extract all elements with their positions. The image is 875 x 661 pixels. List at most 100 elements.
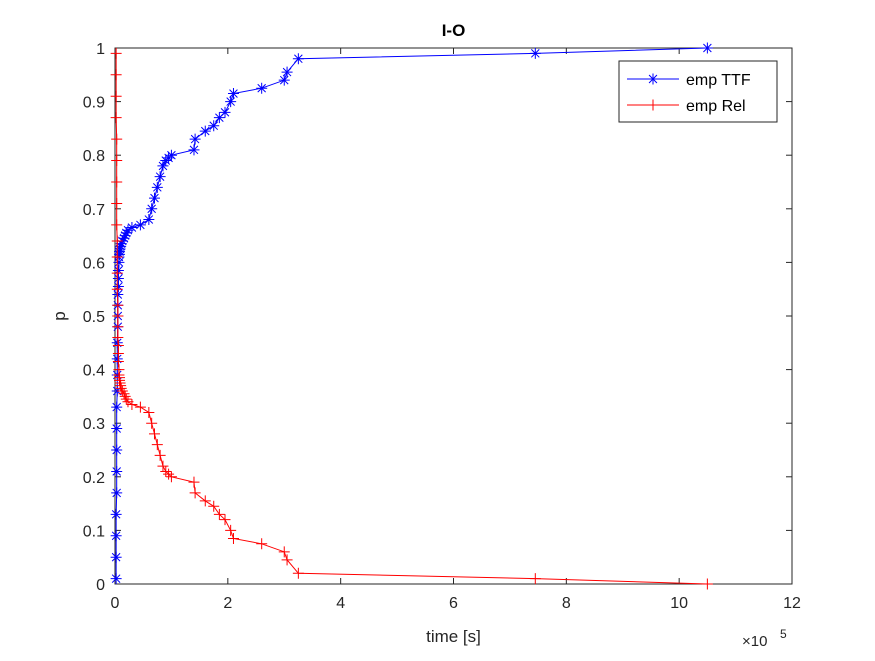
- data-point-plus: [115, 380, 127, 392]
- x-exponent-power: 5: [780, 627, 787, 641]
- data-point-asterisk: [126, 222, 138, 234]
- data-point-plus: [113, 369, 125, 381]
- legend-box: [618, 60, 778, 123]
- data-point-asterisk: [225, 96, 237, 108]
- data-point-plus: [529, 573, 541, 585]
- data-point-asterisk: [112, 264, 124, 276]
- data-point-asterisk: [148, 192, 160, 204]
- data-point-asterisk: [110, 551, 122, 563]
- data-point-plus: [114, 374, 126, 386]
- axes: 0 2 4 6 8 10 12 0 0.1 0.2 0.3 0.4 0.5 0.6 0.7 0.8 0.9 1: [83, 41, 801, 612]
- data-point-asterisk: [111, 401, 123, 413]
- plot-area: [114, 47, 793, 585]
- x-exponent-base: ×10: [742, 633, 767, 650]
- data-point-plus: [134, 401, 146, 413]
- data-point-plus: [154, 449, 166, 461]
- data-point-asterisk: [199, 125, 211, 137]
- data-point-plus: [281, 554, 293, 566]
- data-point-plus: [111, 235, 123, 247]
- x-tick-label: 4: [336, 595, 345, 612]
- data-point-plus: [111, 133, 123, 145]
- data-point-asterisk: [111, 337, 123, 349]
- data-point-plus: [225, 524, 237, 536]
- data-point-asterisk: [110, 573, 122, 585]
- data-point-plus: [160, 465, 172, 477]
- data-point-plus: [143, 406, 155, 418]
- data-point-plus: [146, 417, 158, 429]
- data-point-asterisk: [529, 47, 541, 59]
- data-point-asterisk: [213, 112, 225, 124]
- y-tick-label: 1: [96, 41, 105, 58]
- y-tick-label: 0.4: [83, 363, 105, 380]
- data-point-asterisk: [110, 508, 122, 520]
- data-point-asterisk: [115, 238, 127, 250]
- data-point-plus: [111, 283, 123, 295]
- data-point-plus: [111, 197, 123, 209]
- y-tick-label: 0.8: [83, 148, 105, 165]
- data-point-asterisk: [110, 530, 122, 542]
- data-point-asterisk: [165, 149, 177, 161]
- data-point-asterisk: [219, 106, 231, 118]
- chart-title: I-O: [442, 21, 466, 40]
- data-point-asterisk: [208, 120, 220, 132]
- legend-label: emp TTF: [686, 72, 751, 89]
- data-point-plus: [208, 500, 220, 512]
- data-point-plus: [112, 321, 124, 333]
- data-point-asterisk: [146, 203, 158, 215]
- data-point-plus: [118, 388, 130, 400]
- data-point-asterisk: [227, 88, 239, 100]
- data-point-asterisk: [134, 219, 146, 231]
- data-point-plus: [199, 495, 211, 507]
- data-point-plus: [188, 476, 200, 488]
- data-point-asterisk: [151, 181, 163, 193]
- x-tick-label: 0: [111, 595, 120, 612]
- y-tick-label: 0.3: [83, 416, 105, 433]
- data-point-plus: [111, 176, 123, 188]
- data-point-asterisk: [115, 240, 127, 252]
- x-tick-label: 12: [783, 595, 801, 612]
- data-point-asterisk: [111, 423, 123, 435]
- data-point-asterisk: [114, 246, 126, 258]
- data-point-asterisk: [157, 160, 169, 172]
- data-point-plus: [110, 69, 122, 81]
- data-point-plus: [111, 219, 123, 231]
- data-point-asterisk: [647, 73, 659, 85]
- data-point-asterisk: [111, 487, 123, 499]
- data-point-asterisk: [120, 227, 132, 239]
- data-point-plus: [112, 331, 124, 343]
- data-point-plus: [148, 428, 160, 440]
- data-point-plus: [227, 532, 239, 544]
- data-point-plus: [115, 382, 127, 394]
- legend-label: emp Rel: [686, 98, 746, 115]
- data-point-asterisk: [189, 133, 201, 145]
- y-tick-label: 0.6: [83, 255, 105, 272]
- data-point-asterisk: [122, 224, 134, 236]
- y-tick-label: 0.7: [83, 202, 105, 219]
- y-tick-label: 0.1: [83, 523, 105, 540]
- data-point-asterisk: [188, 144, 200, 156]
- data-point-plus: [157, 460, 169, 472]
- data-point-plus: [701, 578, 713, 590]
- data-point-plus: [114, 377, 126, 389]
- data-point-plus: [120, 393, 132, 405]
- data-point-plus: [219, 514, 231, 526]
- data-point-asterisk: [256, 82, 268, 94]
- data-point-plus: [110, 112, 122, 124]
- data-point-plus: [119, 390, 131, 402]
- legend-entry-1: emp Rel: [627, 98, 746, 115]
- data-point-asterisk: [292, 53, 304, 65]
- series-layer: [110, 42, 713, 590]
- x-tick-label: 6: [449, 595, 458, 612]
- data-point-asterisk: [154, 171, 166, 183]
- data-point-plus: [292, 567, 304, 579]
- x-axis-exponent: ×10 5: [742, 627, 787, 650]
- legend: emp TTF emp Rel: [618, 60, 778, 123]
- data-point-plus: [165, 471, 177, 483]
- data-point-plus: [163, 468, 175, 480]
- data-point-asterisk: [111, 444, 123, 456]
- data-point-plus: [116, 385, 128, 397]
- series-1: [110, 47, 713, 590]
- data-point-asterisk: [112, 281, 124, 293]
